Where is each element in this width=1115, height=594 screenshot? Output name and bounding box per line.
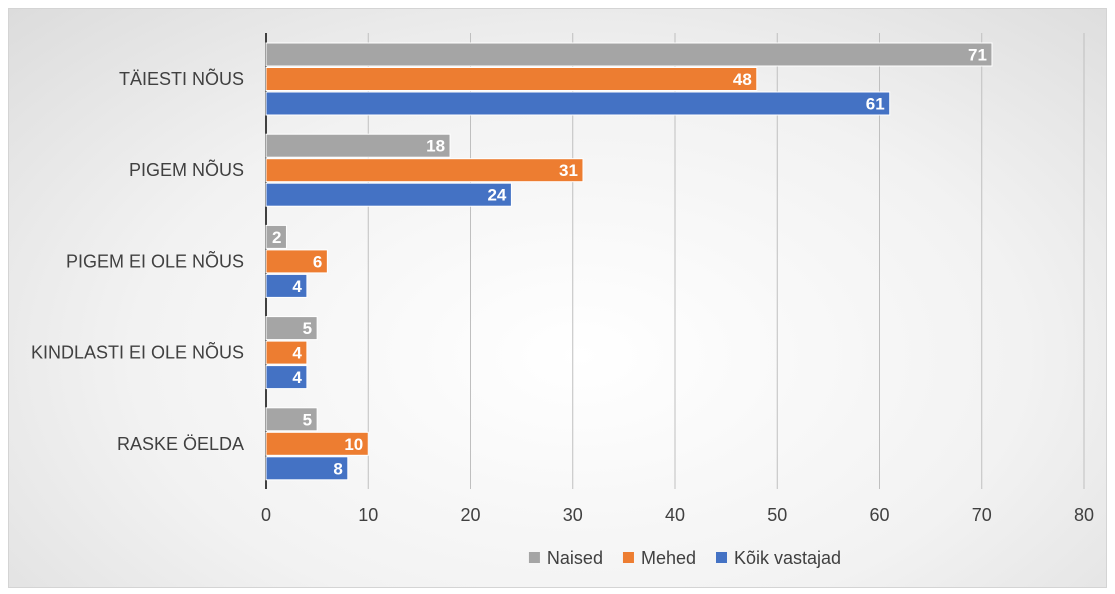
data-label: 18: [426, 137, 445, 156]
data-label: 4: [292, 344, 302, 363]
category-label: PIGEM EI OLE NÕUS: [66, 250, 244, 271]
bar: [265, 182, 512, 207]
data-label: 61: [866, 95, 885, 114]
bar: [265, 133, 451, 158]
bar: [265, 249, 328, 274]
bar: [265, 273, 308, 298]
data-label: 24: [487, 186, 506, 205]
x-tick-label: 20: [460, 505, 480, 525]
data-label: 10: [344, 435, 363, 454]
x-tick-label: 40: [665, 505, 685, 525]
bar: [265, 316, 318, 341]
data-label: 31: [559, 161, 578, 180]
data-label: 71: [968, 46, 987, 65]
data-label: 4: [292, 368, 302, 387]
x-tick-label: 70: [972, 505, 992, 525]
bar: [265, 158, 584, 183]
legend-label: Mehed: [641, 548, 696, 568]
x-tick-label: 50: [767, 505, 787, 525]
bar: [265, 431, 369, 456]
bar: [265, 224, 287, 249]
legend-swatch: [622, 552, 634, 563]
bar: [265, 91, 891, 116]
category-label: RASKE ÖELDA: [117, 434, 244, 454]
bar: [265, 456, 349, 481]
x-tick-label: 80: [1074, 505, 1094, 525]
bar: [265, 42, 993, 67]
data-label: 2: [272, 228, 281, 247]
legend-label: Naised: [547, 548, 603, 568]
data-label: 8: [333, 459, 342, 478]
x-tick-label: 60: [869, 505, 889, 525]
x-tick-label: 0: [261, 505, 271, 525]
category-label: TÄIESTI NÕUS: [119, 68, 244, 89]
data-label: 4: [292, 277, 302, 296]
bar: [265, 365, 308, 390]
chart-area: 71 48 61 TÄIESTI NÕUS 18 31 24 PIGEM NÕUS 2 6 4 PIG…: [8, 8, 1107, 588]
bar: [265, 407, 318, 432]
bar: [265, 67, 758, 91]
bar: [265, 340, 308, 365]
legend-swatch: [528, 552, 540, 563]
legend-swatch: [716, 552, 728, 563]
data-label: 5: [303, 410, 312, 429]
data-label: 6: [313, 252, 322, 271]
x-tick-label: 10: [358, 505, 378, 525]
category-label: KINDLASTI EI OLE NÕUS: [31, 342, 244, 363]
x-tick-label: 30: [563, 505, 583, 525]
legend-label: Kõik vastajad: [734, 548, 841, 568]
data-label: 48: [733, 70, 752, 89]
category-label: PIGEM NÕUS: [129, 159, 244, 180]
data-label: 5: [303, 319, 312, 338]
